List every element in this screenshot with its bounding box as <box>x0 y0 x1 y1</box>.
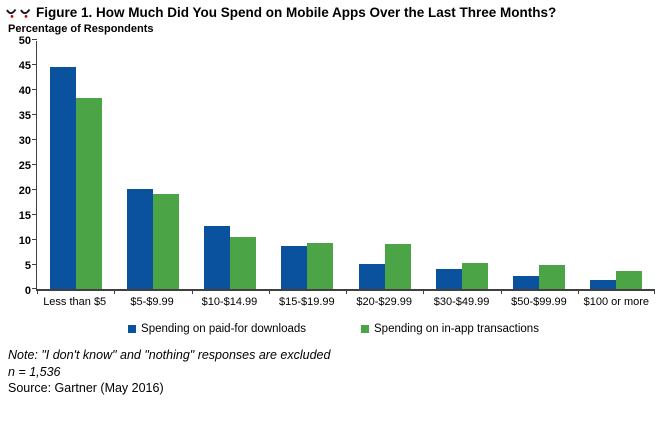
bar <box>590 280 617 289</box>
x-tick-label: $10-$14.99 <box>201 296 258 308</box>
legend-label: Spending on in-app transactions <box>374 323 539 335</box>
plot-wrap: Less than $5 $5-$9.99 $10-$14.99 $15-$19.99… <box>32 39 655 309</box>
y-tick-mark <box>32 239 37 240</box>
bar-group <box>114 41 191 289</box>
y-tick-label: 5 <box>24 259 31 272</box>
bar-group <box>269 41 346 289</box>
y-tick-label: 45 <box>18 59 31 72</box>
sample-size-text: n = 1,536 <box>8 364 61 379</box>
bar <box>513 275 540 289</box>
bar <box>384 244 411 289</box>
bar <box>75 98 102 289</box>
chart-title: Figure 1. How Much Did You Spend on Mobi… <box>36 5 557 20</box>
legend-label: Spending on paid-for downloads <box>141 323 306 335</box>
bar-group <box>578 41 655 289</box>
blue-swatch-icon <box>128 325 137 333</box>
y-axis-title: Percentage of Respondents <box>8 23 154 35</box>
chart-title-row: Figure 1. How Much Did You Spend on Mobi… <box>6 5 661 20</box>
bar-chart: 0 5 10 15 20 25 30 35 40 45 50 Less than $5 $5-$9.9… <box>8 35 655 309</box>
x-tick-mark <box>500 289 502 294</box>
bar <box>230 236 257 289</box>
footnotes: Note: "I don't know" and "nothing" respo… <box>8 347 661 397</box>
bar <box>461 262 488 289</box>
bar-group <box>192 41 269 289</box>
y-tick-label: 40 <box>18 84 31 97</box>
y-tick-mark <box>32 164 37 165</box>
x-axis-labels: Less than $5 $5-$9.99 $10-$14.99 $15-$19.99… <box>36 296 655 309</box>
y-tick-mark <box>32 89 37 90</box>
broken-image-icon <box>20 7 32 19</box>
bar <box>435 269 462 289</box>
bar <box>49 66 76 289</box>
x-tick-label: Less than $5 <box>43 296 107 308</box>
x-tick-mark <box>346 289 347 294</box>
x-tick-label: $20-$29.99 <box>356 296 413 308</box>
bar <box>126 188 153 289</box>
y-tick-mark <box>32 39 37 40</box>
y-tick-label: 0 <box>24 284 31 297</box>
y-tick-label: 15 <box>18 209 31 222</box>
green-swatch-icon <box>361 325 369 333</box>
x-tick-label: $15-$19.99 <box>278 296 335 308</box>
y-axis: 0 5 10 15 20 25 30 35 40 45 50 <box>8 35 36 297</box>
bar <box>307 243 334 289</box>
y-tick-mark <box>32 264 37 265</box>
y-tick-mark <box>32 64 37 65</box>
y-tick-label: 20 <box>18 184 31 197</box>
x-tick-label: $5-$9.99 <box>130 296 174 308</box>
x-tick-mark <box>654 289 655 294</box>
legend-item-paid-downloads: Spending on paid-for downloads <box>128 323 306 335</box>
x-tick-mark <box>268 289 270 294</box>
note-text: Note: "I don't know" and "nothing" respo… <box>8 348 331 362</box>
bar-groups <box>37 41 655 289</box>
y-tick-label: 25 <box>18 159 31 172</box>
y-tick-label: 30 <box>18 134 31 147</box>
x-tick-mark <box>114 289 116 294</box>
bar-group <box>423 41 500 289</box>
bar-group <box>501 41 578 289</box>
x-tick-mark <box>37 289 38 294</box>
broken-image-icon <box>6 7 18 19</box>
plot-area <box>32 39 655 294</box>
y-tick-mark <box>32 139 37 140</box>
chart-page: Figure 1. How Much Did You Spend on Mobi… <box>6 5 661 397</box>
bar-group <box>37 41 114 289</box>
x-tick-mark <box>423 289 425 294</box>
x-tick-label: $100 or more <box>583 296 650 308</box>
bar-group <box>346 41 423 289</box>
source-text: Source: Gartner (May 2016) <box>8 381 164 395</box>
legend-item-in-app: Spending on in-app transactions <box>361 323 539 335</box>
y-tick-mark <box>32 288 37 289</box>
bar <box>281 245 308 289</box>
y-tick-mark <box>32 189 37 190</box>
x-tick-label: $50-$99.99 <box>511 296 567 308</box>
x-tick-mark <box>577 289 579 294</box>
y-tick-label: 35 <box>18 109 31 122</box>
bar <box>152 193 179 289</box>
x-tick-mark <box>191 289 193 294</box>
y-tick-label: 50 <box>18 34 31 47</box>
legend: Spending on paid-for downloads Spending … <box>6 323 661 335</box>
bar <box>539 265 566 289</box>
bar <box>616 271 643 289</box>
x-tick-label: $30-$49.99 <box>433 296 490 308</box>
bar <box>358 264 385 289</box>
y-tick-mark <box>32 214 37 215</box>
bar <box>204 226 231 289</box>
y-tick-mark <box>32 114 37 115</box>
y-tick-label: 10 <box>18 234 31 247</box>
